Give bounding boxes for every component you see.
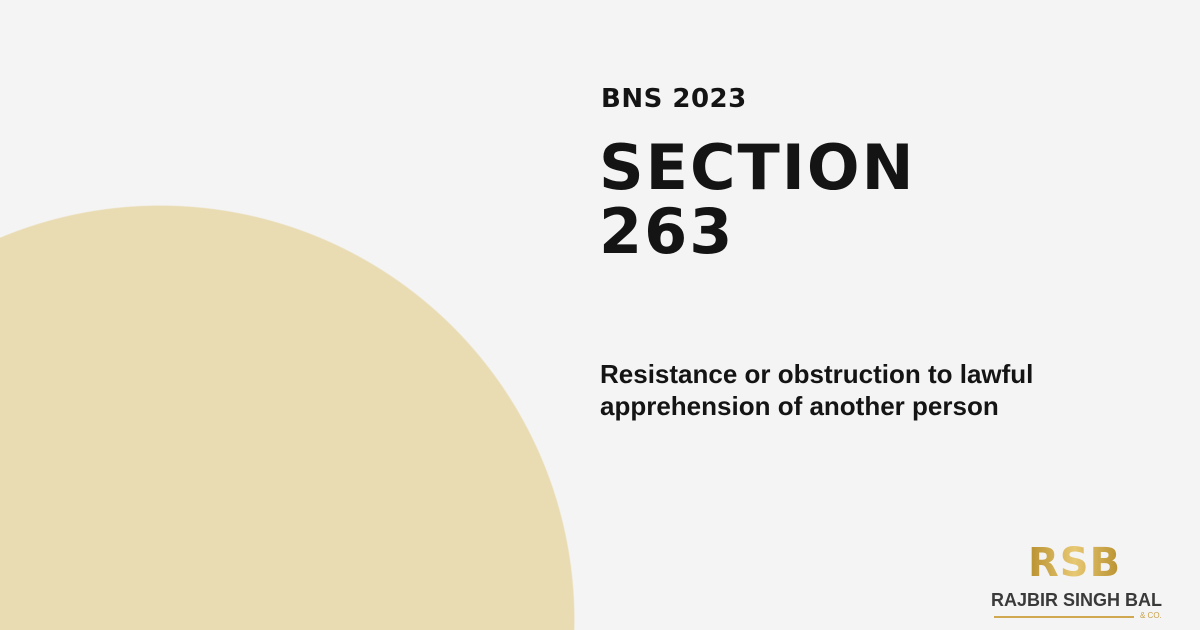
logo-firm-name: RAJBIR SINGH BAL	[991, 590, 1163, 610]
decorative-circle	[0, 205, 575, 630]
page-title: SECTION 263	[599, 136, 915, 264]
section-description: Resistance or obstruction to lawful appr…	[600, 359, 1034, 421]
title-line-1: SECTION	[599, 131, 916, 204]
logo-divider	[994, 616, 1134, 618]
act-label: BNS 2023	[601, 84, 747, 114]
firm-logo: RSB RAJBIR SINGH BAL & CO.	[990, 540, 1180, 625]
logo-suffix: & CO.	[1140, 611, 1162, 620]
logo-monogram: RSB	[1028, 540, 1122, 586]
title-line-2: 263	[599, 195, 735, 268]
